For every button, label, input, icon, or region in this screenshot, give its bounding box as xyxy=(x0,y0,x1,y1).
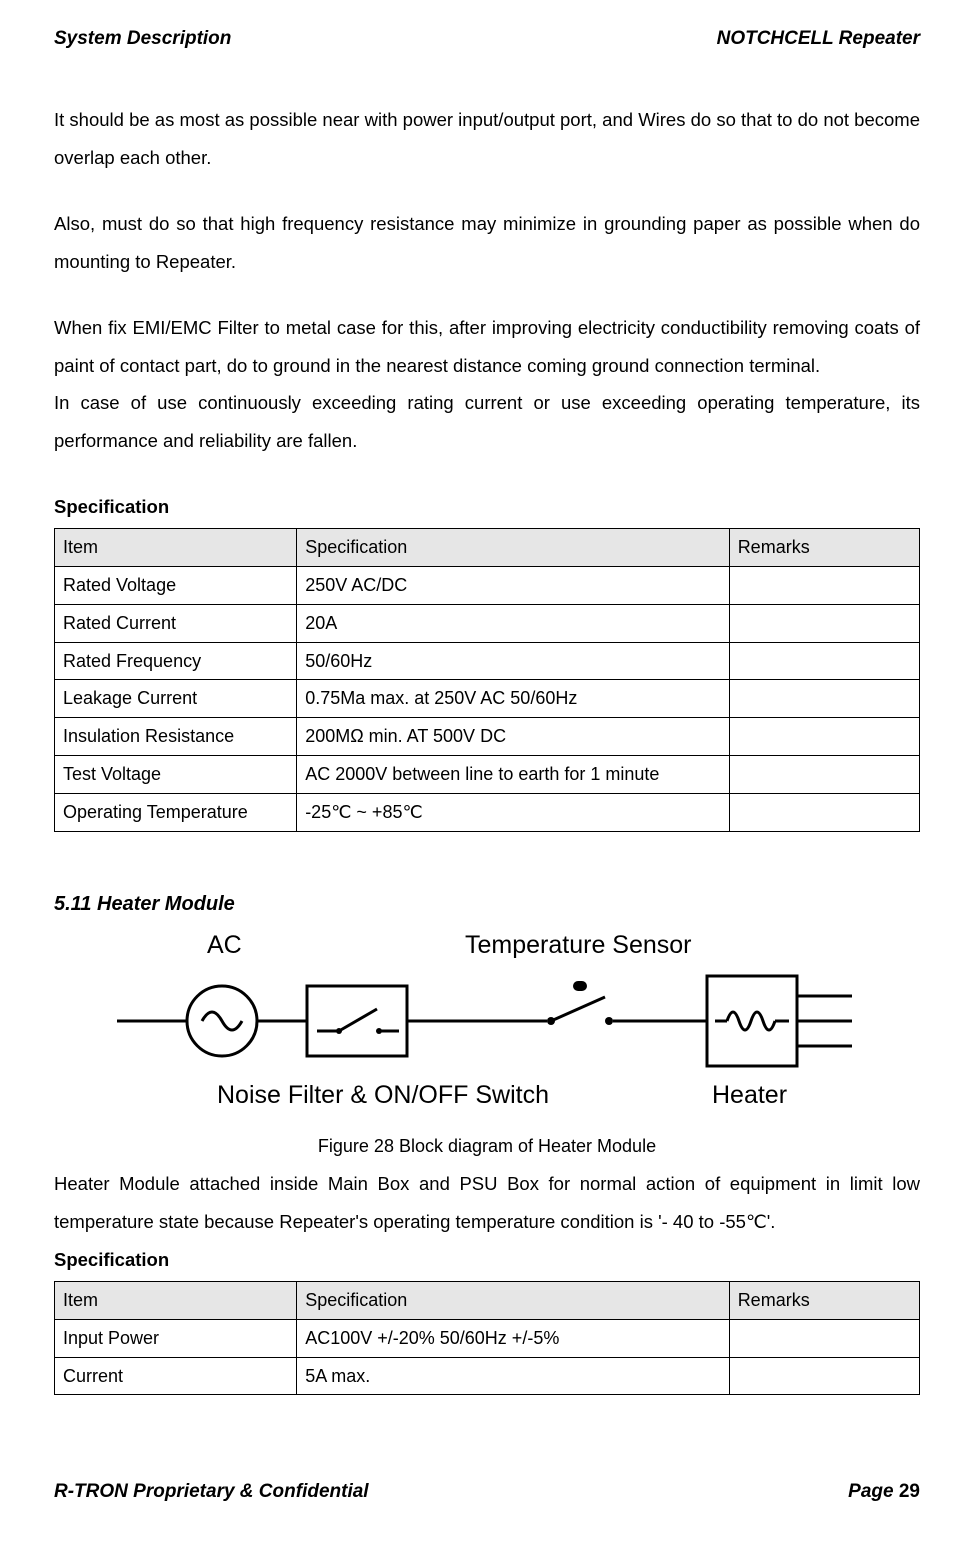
cell-spec: AC100V +/-20% 50/60Hz +/-5% xyxy=(297,1319,730,1357)
cell-spec: 0.75Ma max. at 250V AC 50/60Hz xyxy=(297,680,730,718)
paragraph-1: It should be as most as possible near wi… xyxy=(54,101,920,177)
heater-block-diagram: AC Temperature Sensor xyxy=(54,931,920,1129)
paragraph-2: Also, must do so that high frequency res… xyxy=(54,205,920,281)
cell-spec: 200MΩ min. AT 500V DC xyxy=(297,718,730,756)
paragraph-3: When fix EMI/EMC Filter to metal case fo… xyxy=(54,309,920,385)
cell-rem xyxy=(729,567,919,605)
table-header-row: Item Specification Remarks xyxy=(55,529,920,567)
footer-page-num: 29 xyxy=(899,1481,920,1502)
spec2-title: Specification xyxy=(54,1241,920,1279)
cell-item: Rated Current xyxy=(55,604,297,642)
cell-spec: 20A xyxy=(297,604,730,642)
spec1-title: Specification xyxy=(54,488,920,526)
table-row: Operating Temperature -25℃ ~ +85℃ xyxy=(55,793,920,831)
table-row: Rated Voltage 250V AC/DC xyxy=(55,567,920,605)
cell-item: Rated Frequency xyxy=(55,642,297,680)
label-heater: Heater xyxy=(712,1081,787,1109)
section2-paragraph: Heater Module attached inside Main Box a… xyxy=(54,1165,920,1241)
table-row: Insulation Resistance 200MΩ min. AT 500V… xyxy=(55,718,920,756)
table-row: Test Voltage AC 2000V between line to ea… xyxy=(55,756,920,794)
label-temp-sensor: Temperature Sensor xyxy=(465,931,692,959)
spec2-table: Item Specification Remarks Input Power A… xyxy=(54,1281,920,1395)
footer-page-prefix: Page xyxy=(848,1481,899,1502)
header-left: System Description xyxy=(54,20,231,59)
cell-item: Test Voltage xyxy=(55,756,297,794)
cell-item: Rated Voltage xyxy=(55,567,297,605)
col-item: Item xyxy=(55,529,297,567)
cell-spec: 50/60Hz xyxy=(297,642,730,680)
spec1-table: Item Specification Remarks Rated Voltage… xyxy=(54,528,920,831)
table-row: Rated Frequency 50/60Hz xyxy=(55,642,920,680)
cell-rem xyxy=(729,1357,919,1395)
cell-spec: 250V AC/DC xyxy=(297,567,730,605)
label-filter-switch: Noise Filter & ON/OFF Switch xyxy=(217,1081,549,1109)
cell-rem xyxy=(729,718,919,756)
cell-rem xyxy=(729,793,919,831)
cell-item: Current xyxy=(55,1357,297,1395)
col-remarks: Remarks xyxy=(729,1281,919,1319)
cell-spec: 5A max. xyxy=(297,1357,730,1395)
table-row: Input Power AC100V +/-20% 50/60Hz +/-5% xyxy=(55,1319,920,1357)
page-header: System Description NOTCHCELL Repeater xyxy=(54,20,920,59)
section-5-11-heading: 5.11 Heater Module xyxy=(54,884,920,925)
label-ac: AC xyxy=(207,931,242,959)
cell-rem xyxy=(729,642,919,680)
cell-spec: -25℃ ~ +85℃ xyxy=(297,793,730,831)
table-row: Leakage Current 0.75Ma max. at 250V AC 5… xyxy=(55,680,920,718)
cell-item: Input Power xyxy=(55,1319,297,1357)
footer-right: Page 29 xyxy=(848,1473,920,1512)
temp-sensor-icon xyxy=(573,981,587,991)
cell-rem xyxy=(729,680,919,718)
cell-item: Insulation Resistance xyxy=(55,718,297,756)
figure-28-caption: Figure 28 Block diagram of Heater Module xyxy=(54,1132,920,1161)
footer-left: R-TRON Proprietary & Confidential xyxy=(54,1473,369,1512)
col-spec: Specification xyxy=(297,529,730,567)
col-item: Item xyxy=(55,1281,297,1319)
table-row: Rated Current 20A xyxy=(55,604,920,642)
cell-spec: AC 2000V between line to earth for 1 min… xyxy=(297,756,730,794)
table-header-row: Item Specification Remarks xyxy=(55,1281,920,1319)
col-remarks: Remarks xyxy=(729,529,919,567)
cell-rem xyxy=(729,756,919,794)
col-spec: Specification xyxy=(297,1281,730,1319)
cell-item: Leakage Current xyxy=(55,680,297,718)
table-row: Current 5A max. xyxy=(55,1357,920,1395)
cell-rem xyxy=(729,604,919,642)
cell-item: Operating Temperature xyxy=(55,793,297,831)
paragraph-4: In case of use continuously exceeding ra… xyxy=(54,384,920,460)
header-right: NOTCHCELL Repeater xyxy=(717,20,920,59)
cell-rem xyxy=(729,1319,919,1357)
page-footer: R-TRON Proprietary & Confidential Page 2… xyxy=(54,1473,920,1512)
